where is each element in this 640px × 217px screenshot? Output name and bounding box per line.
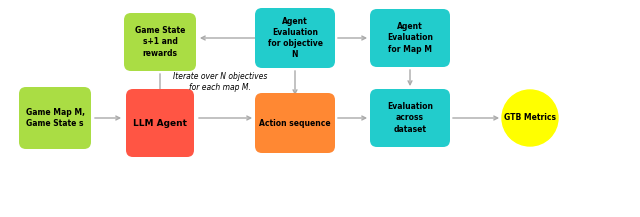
Text: Action sequence: Action sequence xyxy=(259,118,331,128)
FancyBboxPatch shape xyxy=(255,8,335,68)
Text: Iterate over N objectives
for each map M.: Iterate over N objectives for each map M… xyxy=(173,72,267,92)
Text: Game Map M,
Game State s: Game Map M, Game State s xyxy=(26,108,84,128)
FancyBboxPatch shape xyxy=(370,9,450,67)
FancyBboxPatch shape xyxy=(255,93,335,153)
FancyBboxPatch shape xyxy=(124,13,196,71)
Text: GTB Metrics: GTB Metrics xyxy=(504,113,556,123)
Text: Evaluation
across
dataset: Evaluation across dataset xyxy=(387,102,433,134)
FancyBboxPatch shape xyxy=(126,89,194,157)
Text: Agent
Evaluation
for objective
N: Agent Evaluation for objective N xyxy=(268,17,323,59)
Circle shape xyxy=(502,90,558,146)
Text: Game State
s+1 and
rewards: Game State s+1 and rewards xyxy=(135,26,185,58)
Text: Agent
Evaluation
for Map M: Agent Evaluation for Map M xyxy=(387,22,433,54)
FancyBboxPatch shape xyxy=(19,87,91,149)
Text: LLM Agent: LLM Agent xyxy=(133,118,187,128)
FancyBboxPatch shape xyxy=(370,89,450,147)
